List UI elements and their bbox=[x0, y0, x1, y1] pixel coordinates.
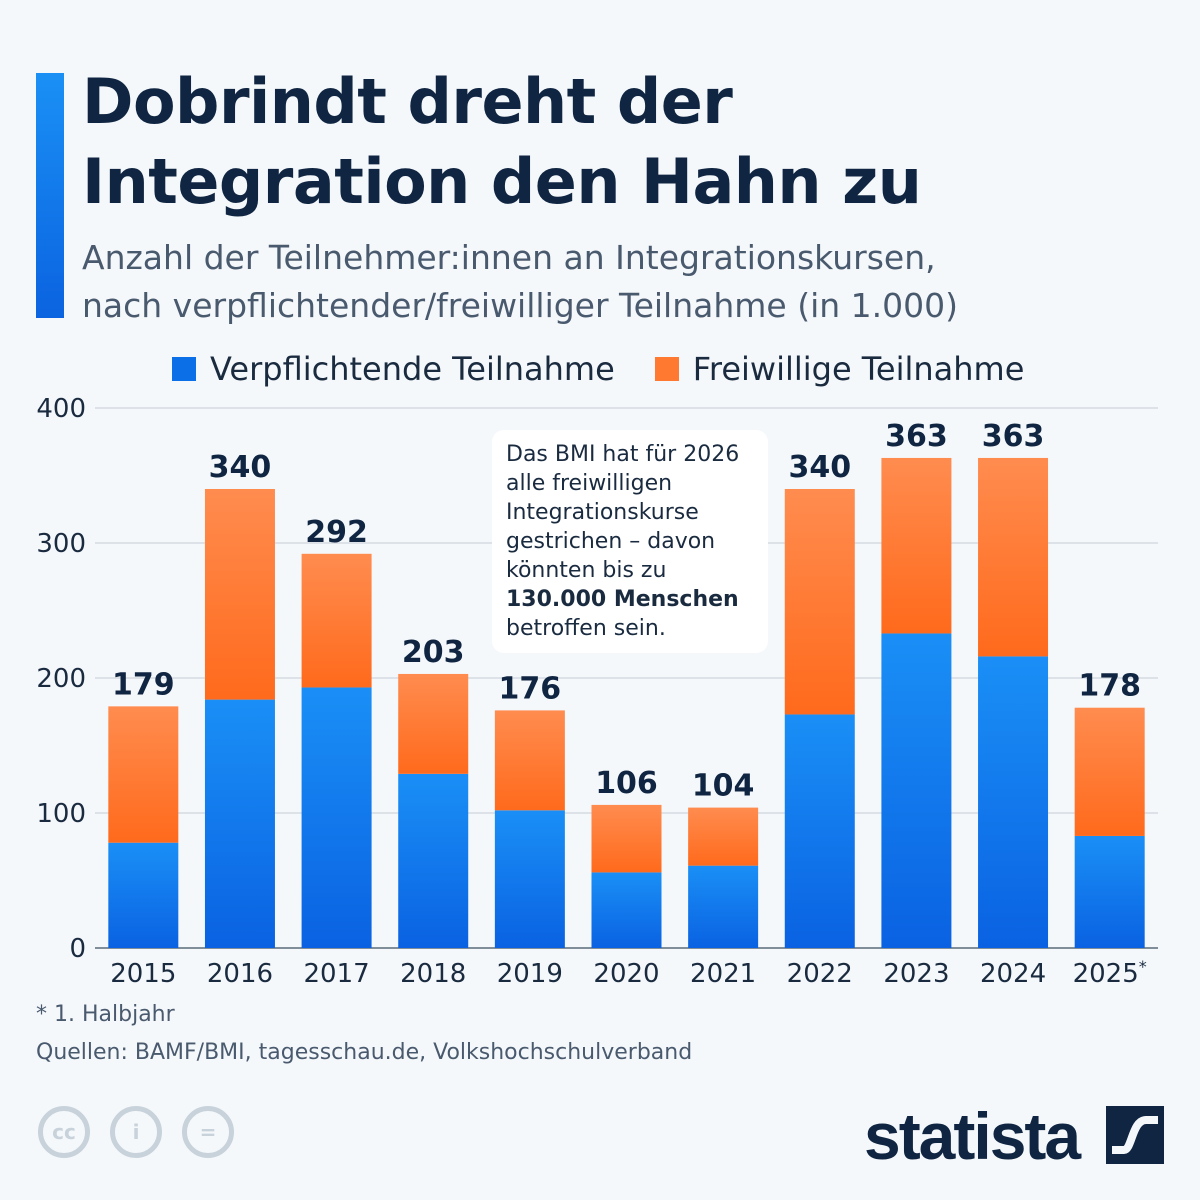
nd-icon[interactable]: = bbox=[182, 1106, 234, 1158]
bar-verpflichtend bbox=[784, 714, 855, 948]
y-tick-label: 100 bbox=[36, 799, 86, 829]
annotation-box: Das BMI hat für 2026 alle freiwilligen I… bbox=[492, 430, 768, 653]
bar-verpflichtend bbox=[881, 633, 952, 948]
legend-item: Freiwillige Teilnahme bbox=[654, 350, 1025, 388]
annotation-tail: betroffen sein. bbox=[506, 616, 666, 641]
x-tick-label: 2017 bbox=[304, 959, 370, 989]
x-tick-label: 2019 bbox=[497, 959, 563, 989]
bar-verpflichtend bbox=[688, 865, 759, 948]
bar-freiwillig bbox=[881, 457, 952, 634]
page-title: Dobrindt dreht der Integration den Hahn … bbox=[82, 62, 922, 222]
accent-bar bbox=[36, 73, 64, 318]
legend: Verpflichtende Teilnahme Freiwillige Tei… bbox=[172, 350, 1024, 388]
y-tick-label: 0 bbox=[69, 934, 86, 964]
bar-freiwillig bbox=[978, 457, 1049, 657]
bar-freiwillig bbox=[108, 706, 179, 843]
annotation-text: Das BMI hat für 2026 alle freiwilligen I… bbox=[506, 442, 740, 583]
annotation-bold: 130.000 Menschen bbox=[506, 587, 739, 612]
legend-swatch-orange bbox=[654, 357, 679, 381]
legend-label: Verpflichtende Teilnahme bbox=[210, 350, 615, 388]
bar-freiwillig bbox=[688, 807, 759, 866]
statista-logo[interactable]: statista bbox=[864, 1099, 1081, 1173]
total-label: 104 bbox=[692, 769, 755, 804]
bar-freiwillig bbox=[301, 553, 372, 688]
bar-verpflichtend bbox=[398, 773, 469, 948]
bar-verpflichtend bbox=[978, 656, 1049, 948]
bar-verpflichtend bbox=[591, 872, 662, 948]
bar-verpflichtend bbox=[301, 687, 372, 948]
cc-icon[interactable]: cc bbox=[38, 1106, 90, 1158]
bar-freiwillig bbox=[784, 489, 855, 715]
bar-verpflichtend bbox=[108, 842, 179, 948]
bar-freiwillig bbox=[494, 710, 565, 811]
footnote: * 1. Halbjahr bbox=[36, 1002, 175, 1027]
x-tick-label: 2015 bbox=[110, 959, 176, 989]
x-tick-label: 2025* bbox=[1073, 957, 1147, 989]
title-line: Dobrindt dreht der bbox=[82, 65, 733, 138]
total-label: 340 bbox=[788, 450, 851, 485]
subtitle-line: nach verpflichtender/freiwilliger Teilna… bbox=[82, 286, 959, 325]
sources[interactable]: Quellen: BAMF/BMI, tagesschau.de, Volksh… bbox=[36, 1040, 693, 1065]
x-tick-label: 2016 bbox=[207, 959, 273, 989]
x-tick-label: 2022 bbox=[787, 959, 853, 989]
legend-label: Freiwillige Teilnahme bbox=[692, 350, 1025, 388]
x-tick-label: 2023 bbox=[883, 959, 949, 989]
statista-logo-mark-icon bbox=[1106, 1106, 1164, 1164]
bar-freiwillig bbox=[591, 804, 662, 873]
y-tick-label: 300 bbox=[36, 529, 86, 559]
x-tick-label: 2020 bbox=[593, 959, 659, 989]
legend-item: Verpflichtende Teilnahme bbox=[172, 350, 615, 388]
total-label: 179 bbox=[112, 667, 175, 702]
bar-verpflichtend bbox=[494, 810, 565, 948]
x-tick-label: 2021 bbox=[690, 959, 756, 989]
subtitle-line: Anzahl der Teilnehmer:innen an Integrati… bbox=[82, 238, 936, 277]
bar-verpflichtend bbox=[204, 699, 275, 948]
total-label: 106 bbox=[595, 766, 658, 801]
y-tick-label: 200 bbox=[36, 664, 86, 694]
total-label: 340 bbox=[209, 450, 272, 485]
bar-freiwillig bbox=[1074, 707, 1145, 836]
bar-freiwillig bbox=[204, 489, 275, 700]
x-tick-label: 2024 bbox=[980, 959, 1046, 989]
y-tick-label: 400 bbox=[36, 394, 86, 424]
total-label: 203 bbox=[402, 635, 465, 670]
by-icon[interactable]: i bbox=[110, 1106, 162, 1158]
subtitle: Anzahl der Teilnehmer:innen an Integrati… bbox=[82, 234, 958, 330]
total-label: 363 bbox=[982, 419, 1045, 454]
total-label: 176 bbox=[499, 671, 562, 706]
title-line: Integration den Hahn zu bbox=[82, 145, 922, 218]
total-label: 292 bbox=[305, 515, 368, 550]
x-tick-label: 2018 bbox=[400, 959, 466, 989]
bar-freiwillig bbox=[398, 673, 469, 774]
legend-swatch-blue bbox=[172, 357, 196, 381]
total-label: 363 bbox=[885, 419, 948, 454]
bar-verpflichtend bbox=[1074, 835, 1145, 948]
total-label: 178 bbox=[1078, 669, 1141, 704]
